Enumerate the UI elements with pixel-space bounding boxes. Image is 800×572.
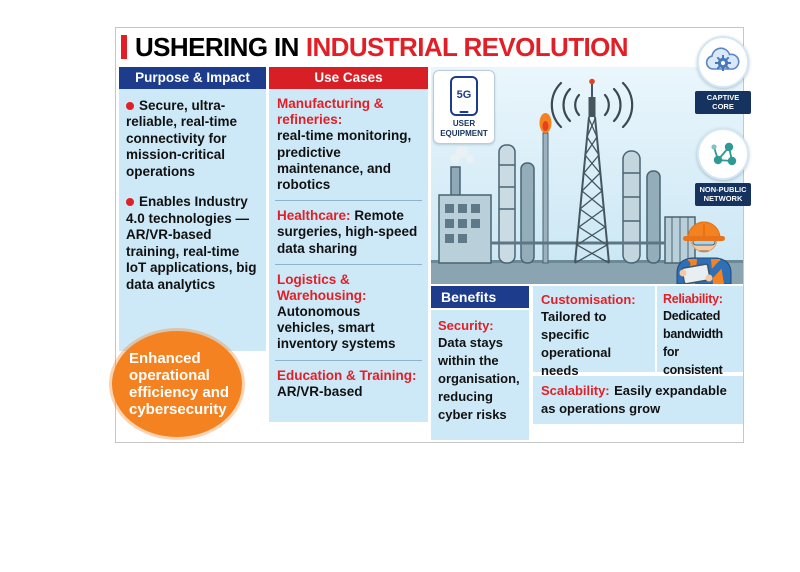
user-equipment-badge: 5G USER EQUIPMENT bbox=[433, 70, 495, 145]
use-case-label: Healthcare: bbox=[277, 208, 351, 224]
use-case-logistics: Logistics & Warehousing: Autonomous vehi… bbox=[277, 272, 420, 353]
benefit-label: Scalability: bbox=[541, 383, 610, 398]
title-bar: USHERING IN INDUSTRIAL REVOLUTION bbox=[116, 28, 743, 66]
use-cases-header: Use Cases bbox=[269, 67, 428, 89]
factory-scene bbox=[431, 67, 743, 284]
non-public-network-badge: NON-PUBLIC NETWORK bbox=[695, 128, 751, 206]
network-nodes-icon bbox=[711, 142, 737, 166]
benefit-text: Easily expandable as operations grow bbox=[541, 383, 727, 416]
non-public-network-icon bbox=[697, 128, 749, 180]
divider bbox=[275, 263, 422, 265]
use-case-text: AR/VR-based bbox=[277, 383, 363, 399]
benefit-label: Customisation: bbox=[541, 292, 636, 307]
benefit-customisation: Customisation: Tailored to specific oper… bbox=[533, 286, 655, 378]
use-case-label: Logistics & Warehousing: bbox=[277, 271, 367, 303]
benefit-text: Data stays within the organisation, redu… bbox=[438, 334, 520, 422]
cloud-gear-icon bbox=[705, 47, 740, 71]
ground-edge bbox=[431, 260, 743, 264]
divider bbox=[275, 200, 422, 202]
purpose-bullet-2-text: Enables Industry 4.0 technologies — AR/V… bbox=[126, 194, 257, 292]
use-case-label: Manufacturing & refineries: bbox=[277, 96, 384, 128]
non-public-network-label: NON-PUBLIC NETWORK bbox=[695, 183, 751, 206]
5g-phone-icon: 5G bbox=[450, 76, 478, 116]
purpose-bullet-2: Enables Industry 4.0 technologies — AR/V… bbox=[126, 194, 259, 293]
captive-core-label: CAPTIVE CORE bbox=[695, 91, 751, 114]
purpose-impact-panel: Secure, ultra-reliable, real-time connec… bbox=[119, 89, 266, 351]
use-case-label: Education & Training: bbox=[277, 367, 417, 383]
highlight-blob-text: Enhanced operational efficiency and cybe… bbox=[129, 349, 230, 419]
title-accent-bar bbox=[121, 35, 127, 59]
use-case-manufacturing: Manufacturing & refineries: real-time mo… bbox=[277, 96, 420, 193]
title-prefix: USHERING IN bbox=[135, 31, 299, 62]
use-case-education: Education & Training: AR/VR-based bbox=[277, 368, 420, 400]
benefit-security: Security: Data stays within the organisa… bbox=[431, 310, 529, 440]
phone-home-button bbox=[459, 111, 469, 113]
benefit-text: Tailored to specific operational needs bbox=[541, 308, 612, 378]
factory-buildings bbox=[438, 132, 696, 264]
benefit-label: Reliability: bbox=[663, 292, 723, 306]
smoke-icon bbox=[450, 146, 474, 164]
page-title: USHERING IN INDUSTRIAL REVOLUTION bbox=[135, 31, 629, 63]
use-case-healthcare: Healthcare: Remote surgeries, high-speed… bbox=[277, 208, 420, 257]
infographic-container: USHERING IN INDUSTRIAL REVOLUTION Purpose… bbox=[112, 27, 751, 443]
flame-icon bbox=[539, 113, 552, 133]
cell-tower-icon bbox=[574, 78, 610, 264]
use-case-text: Remote surgeries, high-speed data sharin… bbox=[277, 208, 418, 256]
purpose-bullet-1: Secure, ultra-reliable, real-time connec… bbox=[126, 98, 259, 180]
ground bbox=[431, 263, 743, 284]
title-highlight: INDUSTRIAL REVOLUTION bbox=[305, 31, 629, 62]
use-cases-panel: Manufacturing & refineries: real-time mo… bbox=[269, 89, 428, 422]
phone-screen-text: 5G bbox=[456, 89, 472, 101]
hard-hat-icon bbox=[683, 221, 725, 241]
worker-figure bbox=[676, 221, 732, 284]
purpose-bullet-1-text: Secure, ultra-reliable, real-time connec… bbox=[126, 98, 238, 179]
bullet-icon bbox=[126, 198, 134, 207]
benefit-label: Security: bbox=[438, 318, 494, 333]
bullet-icon bbox=[126, 102, 134, 110]
user-equipment-label: USER EQUIPMENT bbox=[440, 119, 488, 138]
benefit-reliability: Reliability: Dedicated bandwidth for con… bbox=[657, 286, 743, 395]
use-case-text: Autonomous vehicles, smart inventory sys… bbox=[277, 304, 396, 352]
captive-core-icon bbox=[697, 36, 749, 88]
signal-waves-icon bbox=[550, 81, 634, 129]
use-case-text: real-time monitoring, predictive mainten… bbox=[277, 128, 412, 192]
divider bbox=[275, 359, 422, 361]
highlight-blob: Enhanced operational efficiency and cybe… bbox=[112, 331, 242, 437]
benefits-header: Benefits bbox=[431, 286, 529, 308]
benefit-scalability: Scalability: Easily expandable as operat… bbox=[533, 376, 743, 424]
captive-core-badge: CAPTIVE CORE bbox=[695, 36, 751, 114]
purpose-impact-header: Purpose & Impact bbox=[119, 67, 266, 89]
